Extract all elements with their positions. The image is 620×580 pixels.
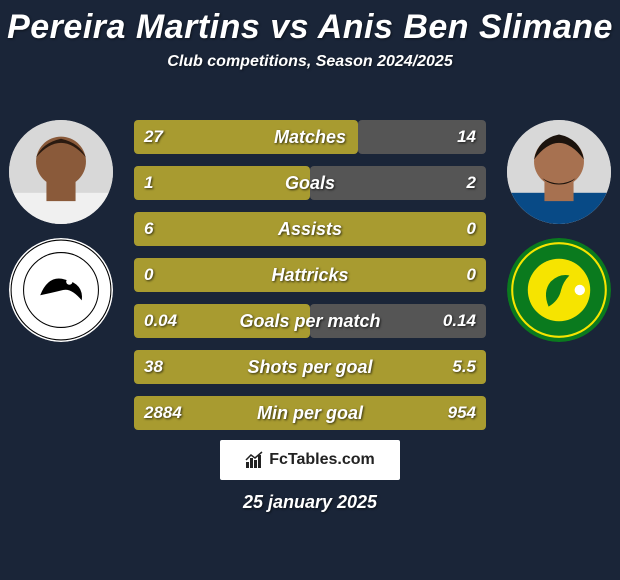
stat-label: Assists: [134, 212, 486, 246]
brand-text: FcTables.com: [269, 451, 375, 469]
stat-row: 60Assists: [134, 212, 486, 246]
club-right-badge: [507, 238, 611, 342]
right-column: [504, 120, 614, 342]
player-left-avatar: [9, 120, 113, 224]
stat-label: Goals per match: [134, 304, 486, 338]
club-left-badge: [9, 238, 113, 342]
stat-row: 0.040.14Goals per match: [134, 304, 486, 338]
stat-row: 385.5Shots per goal: [134, 350, 486, 384]
stat-row: 2714Matches: [134, 120, 486, 154]
stat-label: Hattricks: [134, 258, 486, 292]
stats-table: 2714Matches 12Goals 60Assists 00Hattricks 0.…: [134, 120, 486, 442]
footer-date: 25 january 2025: [0, 492, 620, 513]
player-right-avatar: [507, 120, 611, 224]
stat-row: 2884954Min per goal: [134, 396, 486, 430]
stat-label: Matches: [134, 120, 486, 154]
left-column: [6, 120, 116, 342]
stat-label: Min per goal: [134, 396, 486, 430]
brand-icon: [245, 450, 265, 470]
stat-label: Shots per goal: [134, 350, 486, 384]
stat-row: 12Goals: [134, 166, 486, 200]
brand-badge: FcTables.com: [220, 440, 400, 480]
stat-label: Goals: [134, 166, 486, 200]
stat-row: 00Hattricks: [134, 258, 486, 292]
